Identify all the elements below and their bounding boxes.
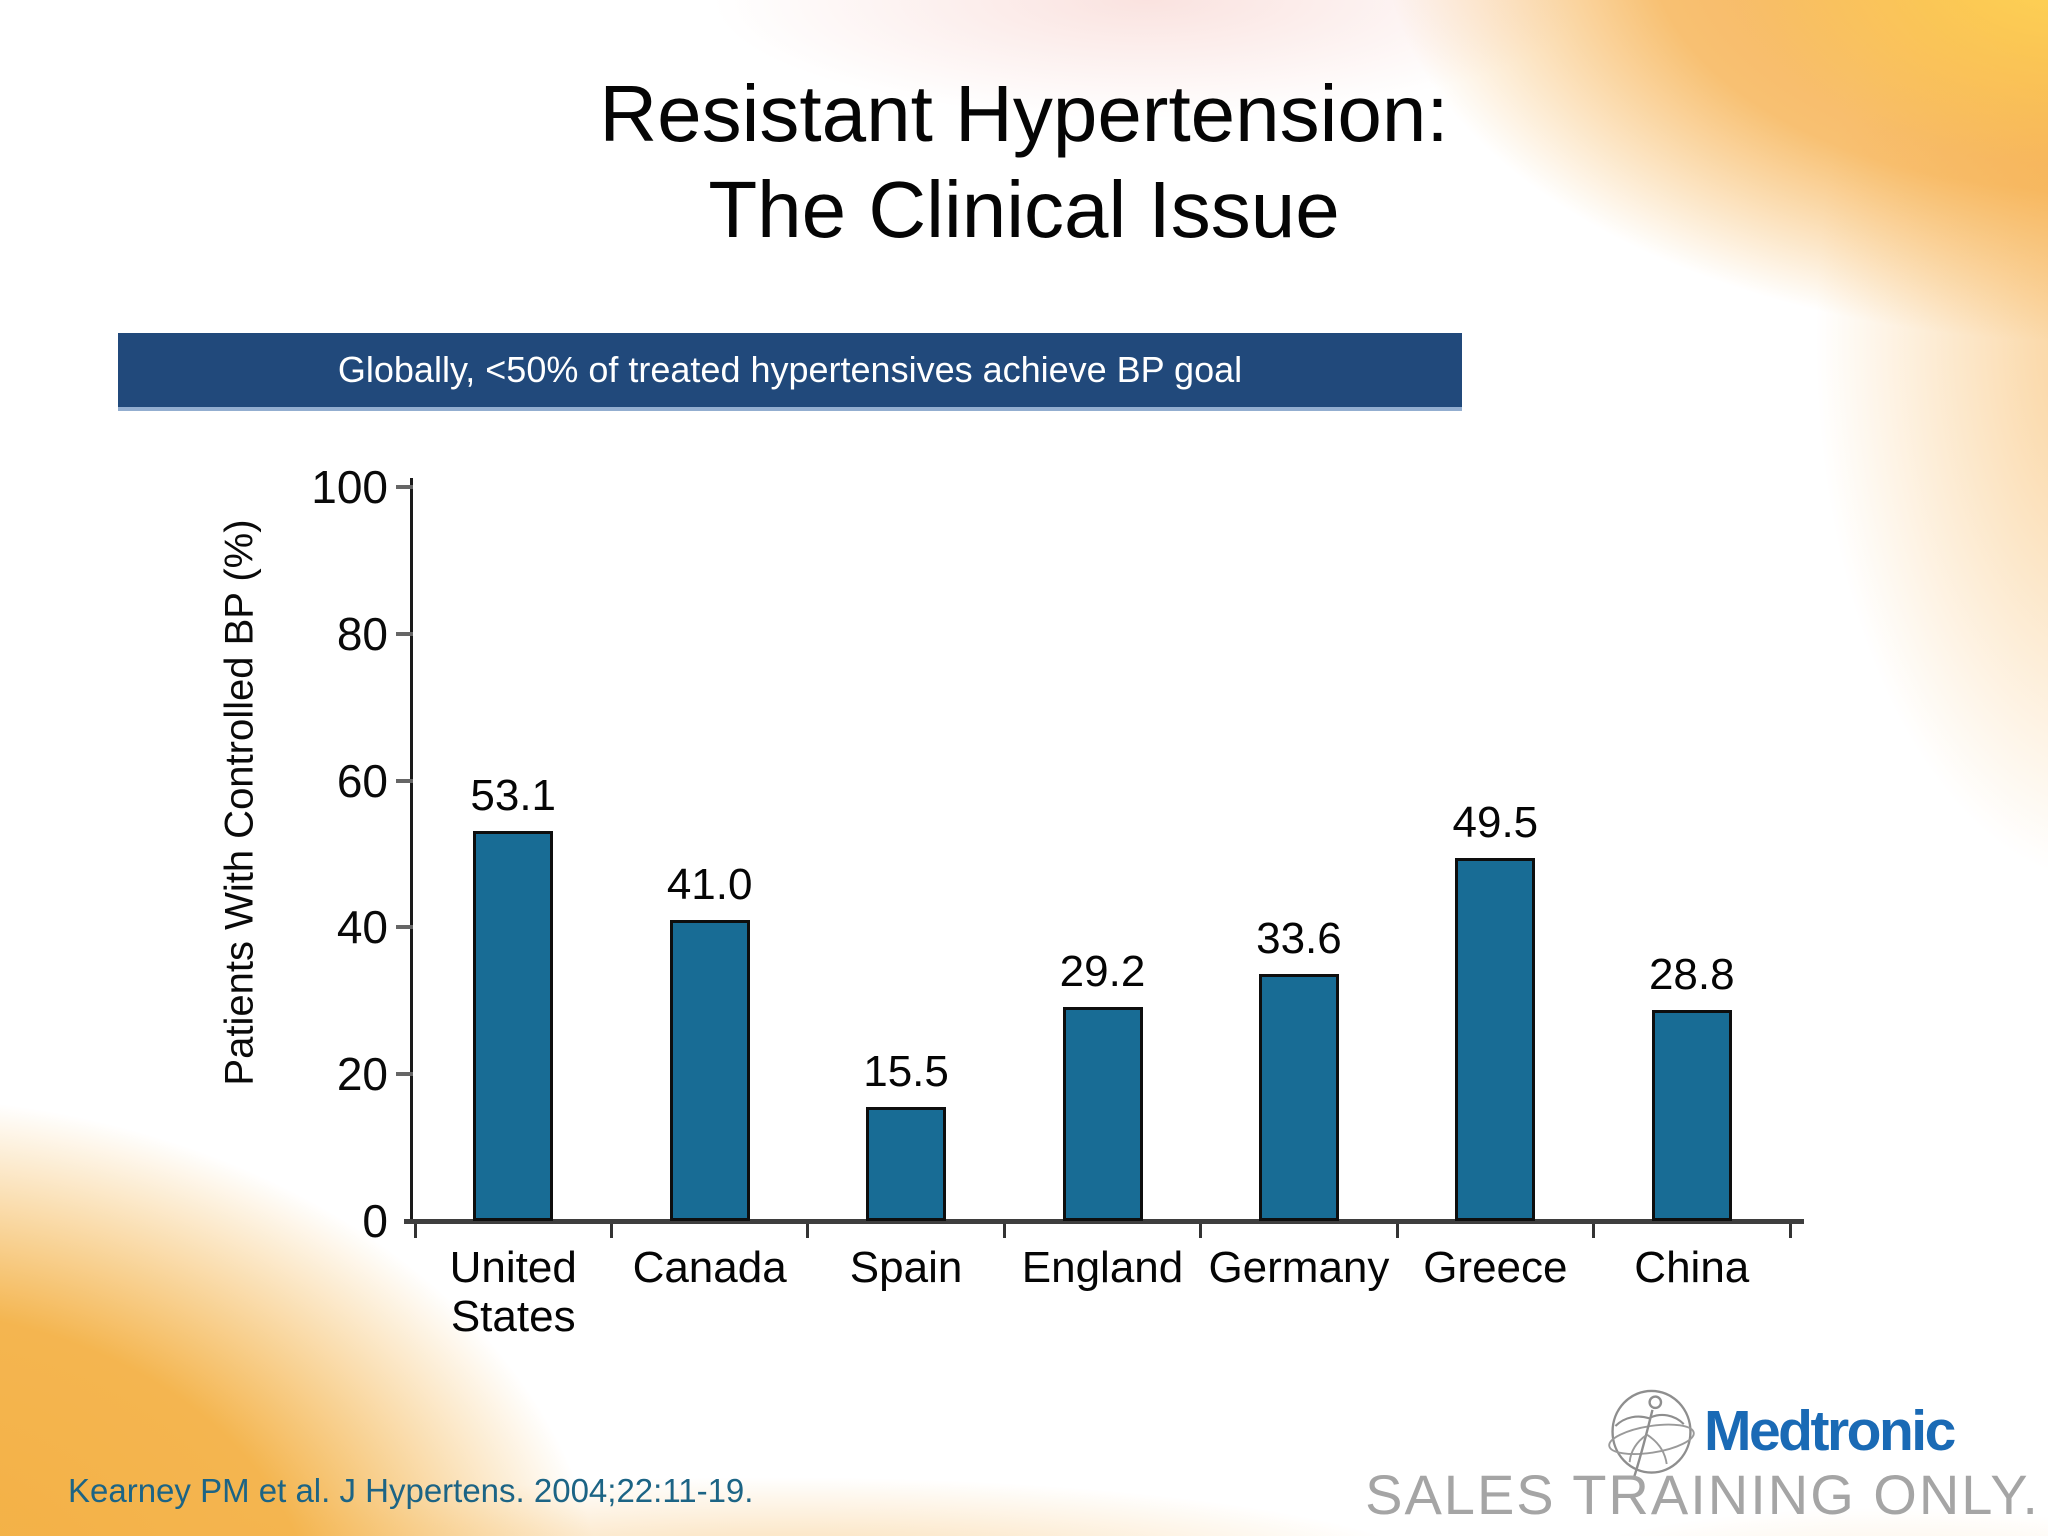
- bar-value-label: 41.0: [666, 860, 753, 910]
- y-tick-mark: [396, 1072, 413, 1077]
- slide-title: Resistant Hypertension: The Clinical Iss…: [0, 66, 2048, 258]
- x-category-label: Spain: [849, 1243, 963, 1292]
- x-tick-mark: [1002, 1224, 1006, 1238]
- x-tick-mark: [1788, 1224, 1792, 1238]
- y-axis-line: [410, 478, 413, 1224]
- bar-england: [1062, 1006, 1143, 1221]
- y-tick-mark: [396, 778, 413, 783]
- bar-united-states: [473, 831, 554, 1221]
- watermark-text: SALES TRAINING ONLY.: [1365, 1463, 2040, 1526]
- bar-value-label: 49.5: [1452, 797, 1539, 847]
- bar-value-label: 29.2: [1059, 946, 1146, 996]
- title-line-1: Resistant Hypertension:: [599, 69, 1449, 158]
- x-category-label: England: [1021, 1243, 1184, 1292]
- x-tick-mark: [806, 1224, 810, 1238]
- x-tick-mark: [1592, 1224, 1596, 1238]
- medtronic-wordmark: Medtronic: [1704, 1399, 1956, 1463]
- citation-text: Kearney PM et al. J Hypertens. 2004;22:1…: [68, 1472, 754, 1509]
- bar-germany: [1258, 974, 1339, 1221]
- bar-value-label: 28.8: [1648, 949, 1735, 999]
- y-tick-mark: [396, 631, 413, 636]
- x-category-label: United States: [449, 1243, 577, 1342]
- subtitle-banner-text: Globally, <50% of treated hypertensives …: [337, 349, 1243, 390]
- y-tick-label: 20: [336, 1048, 388, 1101]
- x-axis-line: [404, 1219, 1804, 1224]
- y-tick-label: 100: [311, 461, 388, 513]
- y-tick-label: 0: [362, 1195, 388, 1247]
- title-line-2: The Clinical Issue: [708, 165, 1340, 254]
- medtronic-logo: Medtronic: [1604, 1386, 2024, 1496]
- medtronic-globe-icon: [1608, 1389, 1695, 1480]
- subtitle-banner: Globally, <50% of treated hypertensives …: [118, 333, 1462, 411]
- bar-china: [1651, 1009, 1732, 1221]
- x-tick-mark: [413, 1224, 417, 1238]
- x-tick-mark: [1395, 1224, 1399, 1238]
- y-tick-label: 80: [336, 607, 388, 660]
- y-tick-mark: [396, 925, 413, 930]
- x-tick-mark: [609, 1224, 613, 1238]
- bar-greece: [1455, 857, 1536, 1221]
- x-category-label: China: [1634, 1243, 1750, 1292]
- x-category-label: Greece: [1423, 1243, 1568, 1292]
- x-category-label: Canada: [632, 1243, 787, 1292]
- y-tick-label: 40: [336, 901, 388, 954]
- y-tick-mark: [396, 485, 413, 489]
- x-tick-mark: [1199, 1224, 1203, 1238]
- bar-spain: [866, 1107, 947, 1221]
- bar-value-label: 53.1: [470, 771, 557, 821]
- x-category-label: Germany: [1208, 1243, 1390, 1292]
- y-tick-label: 60: [336, 754, 388, 807]
- bar-value-label: 33.6: [1256, 914, 1342, 964]
- bar-canada: [669, 920, 750, 1221]
- bar-value-label: 15.5: [863, 1047, 949, 1097]
